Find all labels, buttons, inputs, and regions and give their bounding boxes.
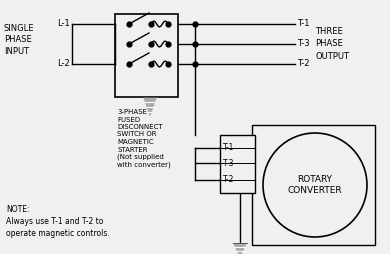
- Polygon shape: [233, 243, 247, 254]
- Bar: [252, 125, 375, 245]
- Text: T-1: T-1: [297, 20, 310, 28]
- Text: T-1: T-1: [223, 144, 234, 152]
- Polygon shape: [143, 97, 157, 117]
- Bar: [115, 14, 178, 97]
- Text: L-1: L-1: [57, 20, 70, 28]
- Text: THREE
PHASE
OUTPUT: THREE PHASE OUTPUT: [315, 27, 349, 61]
- Text: T-2: T-2: [297, 59, 310, 69]
- Text: SINGLE
PHASE
INPUT: SINGLE PHASE INPUT: [4, 24, 34, 56]
- Text: 3-PHASE
FUSED
DISCONNECT
SWITCH OR
MAGNETIC
STARTER
(Not supplied
with converter: 3-PHASE FUSED DISCONNECT SWITCH OR MAGNE…: [117, 109, 171, 168]
- Text: ROTARY
CONVERTER: ROTARY CONVERTER: [288, 174, 342, 195]
- Bar: [220, 135, 255, 193]
- Text: T-2: T-2: [223, 176, 234, 184]
- Text: L-2: L-2: [57, 59, 70, 69]
- Text: NOTE:
Always use T-1 and T-2 to
operate magnetic controls.: NOTE: Always use T-1 and T-2 to operate …: [6, 205, 110, 237]
- Text: T-3: T-3: [297, 40, 310, 49]
- Text: T-3: T-3: [223, 158, 234, 167]
- Circle shape: [263, 133, 367, 237]
